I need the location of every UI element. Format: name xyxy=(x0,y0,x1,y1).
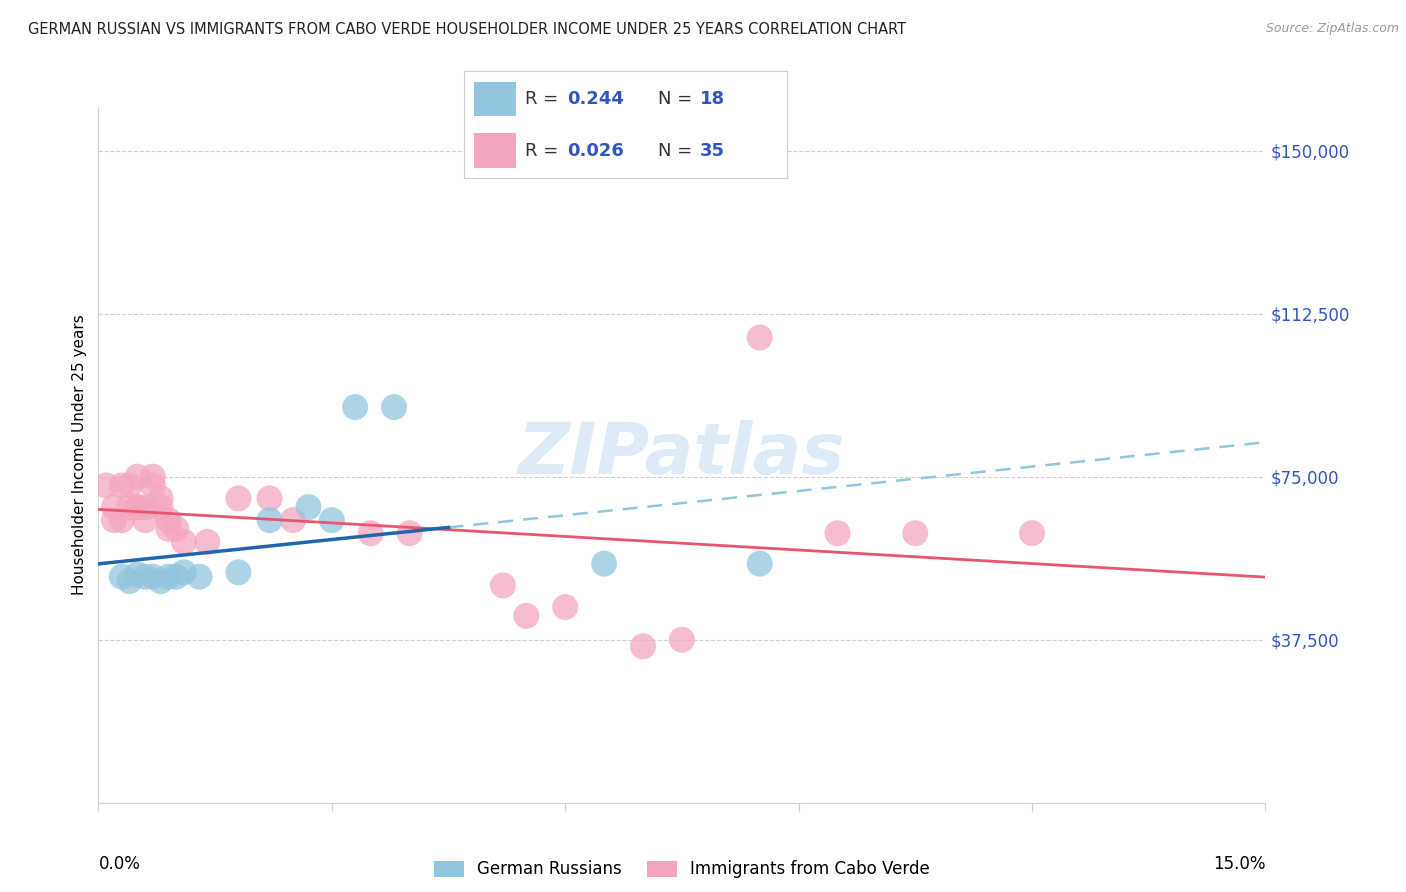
Point xyxy=(149,574,172,588)
Point xyxy=(344,400,367,414)
Point xyxy=(593,557,616,571)
Point xyxy=(165,522,187,536)
Point xyxy=(149,500,172,514)
Point xyxy=(127,500,149,514)
Point xyxy=(1021,526,1043,541)
Point xyxy=(103,500,125,514)
Point xyxy=(259,491,281,506)
Point xyxy=(127,469,149,483)
Point xyxy=(195,535,218,549)
Point xyxy=(142,570,165,584)
Text: 18: 18 xyxy=(700,90,725,108)
Point xyxy=(748,330,770,344)
Point xyxy=(96,478,118,492)
Point xyxy=(127,500,149,514)
Point xyxy=(118,500,141,514)
Point xyxy=(321,513,343,527)
Point xyxy=(827,526,849,541)
Point xyxy=(157,522,180,536)
Text: R =: R = xyxy=(526,90,564,108)
Point xyxy=(111,570,134,584)
Text: 0.244: 0.244 xyxy=(568,90,624,108)
Point xyxy=(134,570,156,584)
Point xyxy=(142,469,165,483)
Point xyxy=(134,513,156,527)
Point xyxy=(127,567,149,582)
Point xyxy=(631,639,654,653)
Point xyxy=(134,500,156,514)
Point xyxy=(671,632,693,647)
Point xyxy=(297,500,319,514)
Point xyxy=(228,491,250,506)
Point xyxy=(904,526,927,541)
FancyBboxPatch shape xyxy=(474,134,516,168)
Point xyxy=(188,570,211,584)
Point xyxy=(228,566,250,580)
Y-axis label: Householder Income Under 25 years: Householder Income Under 25 years xyxy=(72,315,87,595)
Text: N =: N = xyxy=(658,90,697,108)
Point xyxy=(492,578,515,592)
Point xyxy=(111,513,134,527)
Text: ZIPatlas: ZIPatlas xyxy=(519,420,845,490)
Text: GERMAN RUSSIAN VS IMMIGRANTS FROM CABO VERDE HOUSEHOLDER INCOME UNDER 25 YEARS C: GERMAN RUSSIAN VS IMMIGRANTS FROM CABO V… xyxy=(28,22,907,37)
Text: Source: ZipAtlas.com: Source: ZipAtlas.com xyxy=(1265,22,1399,36)
Text: N =: N = xyxy=(658,142,697,160)
Point xyxy=(281,513,304,527)
FancyBboxPatch shape xyxy=(474,82,516,116)
Point xyxy=(142,478,165,492)
Legend: German Russians, Immigrants from Cabo Verde: German Russians, Immigrants from Cabo Ve… xyxy=(427,854,936,885)
Point xyxy=(173,535,195,549)
Point xyxy=(173,566,195,580)
Point xyxy=(157,570,180,584)
Point xyxy=(360,526,382,541)
Point xyxy=(165,570,187,584)
Point xyxy=(111,478,134,492)
Point xyxy=(259,513,281,527)
Point xyxy=(118,478,141,492)
Point xyxy=(103,513,125,527)
Text: 15.0%: 15.0% xyxy=(1213,855,1265,873)
Point xyxy=(149,491,172,506)
Point xyxy=(748,557,770,571)
Text: 0.026: 0.026 xyxy=(568,142,624,160)
Point xyxy=(398,526,420,541)
Text: R =: R = xyxy=(526,142,564,160)
Point xyxy=(554,600,576,615)
Point xyxy=(515,608,537,623)
Point xyxy=(382,400,405,414)
Text: 35: 35 xyxy=(700,142,725,160)
Point xyxy=(157,513,180,527)
Point xyxy=(118,574,141,588)
Text: 0.0%: 0.0% xyxy=(98,855,141,873)
